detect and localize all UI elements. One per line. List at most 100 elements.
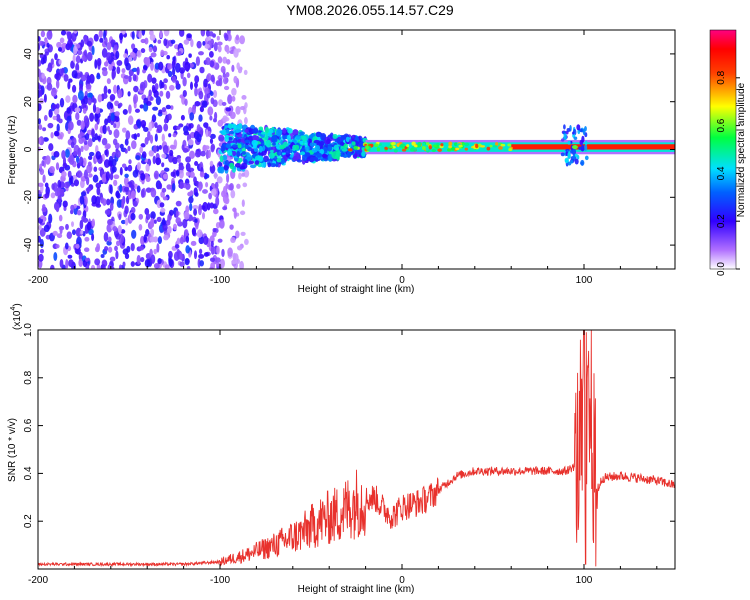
heatmap-cell [177, 50, 182, 56]
heatmap-cell [153, 90, 159, 98]
heatmap-cell [304, 140, 308, 148]
heatmap-cell [139, 146, 144, 154]
heatmap-cell [127, 164, 133, 172]
heatmap-cell [212, 230, 217, 238]
heatmap-cell [186, 72, 191, 79]
heatmap-cell [136, 49, 142, 58]
heatmap-cell [148, 150, 155, 157]
heatmap-cell [80, 74, 87, 82]
heatmap-cell [220, 65, 226, 74]
carrier-core [511, 144, 675, 150]
heatmap-cell [161, 107, 167, 113]
heatmap-cell [194, 150, 201, 158]
heatmap-cell [401, 148, 407, 152]
heatmap-cell [270, 149, 274, 154]
heatmap-cell [94, 112, 99, 122]
heatmap-cell [128, 75, 132, 83]
heatmap-cell [200, 30, 206, 37]
heatmap-cell [376, 147, 381, 152]
heatmap-cell [133, 95, 137, 105]
heatmap-cell [235, 34, 240, 41]
heatmap-cell [122, 108, 128, 115]
heatmap-cell [118, 213, 122, 221]
heatmap-cell [177, 157, 181, 164]
heatmap-cell [237, 143, 242, 149]
colorbar-label: Normalized spectral amplitude [736, 82, 747, 217]
heatmap-cell [160, 207, 166, 213]
heatmap-cell [208, 31, 214, 37]
heatmap-cell [91, 128, 95, 138]
heatmap-cell [53, 150, 60, 158]
heatmap-cell [86, 221, 92, 231]
heatmap-cell [227, 123, 234, 129]
heatmap-cell [220, 145, 226, 152]
heatmap-cell [95, 203, 102, 208]
heatmap-cell [231, 64, 235, 73]
heatmap-cell [216, 41, 223, 46]
heatmap-cell [213, 171, 218, 180]
heatmap-cell [185, 171, 191, 177]
heatmap-cell [208, 51, 214, 58]
heatmap-cell [248, 160, 255, 165]
heatmap-cell [210, 188, 217, 196]
heatmap-cell [134, 108, 141, 113]
heatmap-cell [153, 219, 157, 224]
heatmap-cell [43, 224, 50, 233]
heatmap-cell [156, 124, 163, 134]
heatmap-cell [39, 53, 44, 59]
heatmap-cell [118, 102, 123, 108]
heatmap-cell [205, 181, 209, 188]
heatmap-cell [222, 206, 228, 211]
heatmap-cell [85, 257, 89, 262]
heatmap-cell [147, 73, 153, 83]
heatmap-cell [566, 128, 571, 132]
heatmap-cell [80, 191, 87, 197]
heatmap-cell [580, 159, 585, 166]
heatmap-cell [124, 166, 129, 172]
heatmap-cell [67, 254, 73, 259]
heatmap-cell [159, 90, 164, 97]
heatmap-cell [226, 59, 231, 65]
heatmap-cell [54, 53, 58, 61]
heatmap-cell [132, 169, 139, 178]
heatmap-cell [205, 30, 211, 38]
heatmap-cell [128, 104, 132, 114]
heatmap-cell [584, 144, 588, 152]
heatmap-cell [130, 242, 135, 252]
heatmap-cell [203, 235, 209, 246]
heatmap-cell [171, 75, 177, 83]
heatmap-cell [212, 228, 217, 233]
heatmap-cell [131, 31, 135, 40]
heatmap-cell [225, 129, 230, 134]
heatmap-cell [43, 93, 47, 103]
heatmap-cell [164, 264, 170, 269]
heatmap-cell [286, 134, 291, 141]
heatmap-cell [159, 202, 165, 208]
heatmap-cell [240, 162, 248, 170]
heatmap-cell [175, 210, 179, 218]
heatmap-cell [486, 146, 491, 151]
heatmap-cell [199, 66, 205, 74]
heatmap-cell [198, 90, 204, 100]
heatmap-cell [144, 136, 149, 145]
heatmap-cell [132, 74, 137, 82]
heatmap-cell [267, 162, 272, 168]
heatmap-cell [198, 253, 205, 259]
heatmap-cell [59, 188, 65, 195]
heatmap-cell [45, 186, 50, 196]
heatmap-cell [109, 102, 114, 110]
heatmap-cell [58, 214, 63, 222]
heatmap-cell [312, 156, 319, 161]
heatmap-cell [215, 196, 220, 207]
heatmap-cell [232, 137, 238, 145]
x-tick-label: 0 [399, 275, 405, 286]
y-tick-label: 0.2 [23, 514, 34, 528]
heatmap-cell [489, 144, 493, 148]
heatmap-cell [66, 107, 72, 114]
heatmap-cell [72, 94, 78, 104]
heatmap-cell [165, 104, 171, 110]
heatmap-cell [130, 261, 135, 267]
heatmap-cell [113, 84, 118, 94]
heatmap-cell [224, 125, 228, 129]
heatmap-cell [179, 94, 185, 99]
